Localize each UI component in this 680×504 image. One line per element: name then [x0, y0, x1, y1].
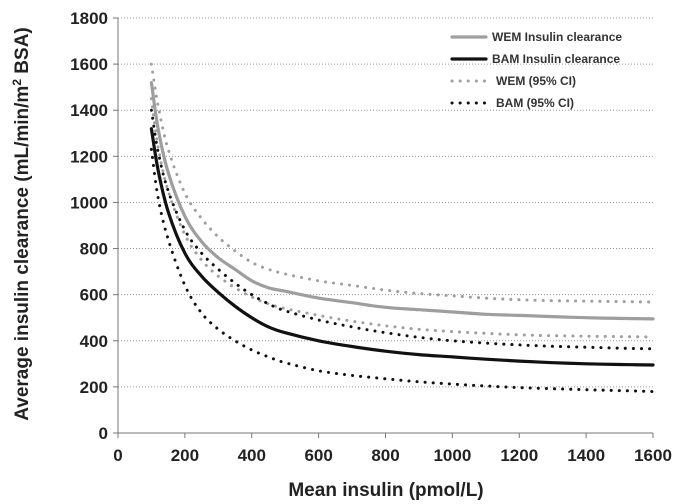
- y-tick-label: 800: [80, 240, 108, 259]
- y-tick-label: 0: [99, 424, 108, 443]
- y-tick-label: 1400: [70, 101, 108, 120]
- y-tick-label: 1600: [70, 55, 108, 74]
- x-tick-label: 1000: [433, 446, 471, 465]
- legend: WEM Insulin clearance BAM Insulin clearan…: [450, 30, 622, 110]
- y-tick-label: 1000: [70, 193, 108, 212]
- legend-label: WEM Insulin clearance: [492, 30, 622, 44]
- wem-ci-upper-line: [149, 62, 655, 304]
- x-tick-label: 1200: [500, 446, 538, 465]
- bam-ci-lower-line: [149, 147, 655, 393]
- wem-clearance-line: [149, 81, 655, 321]
- x-tick-label: 1400: [567, 446, 605, 465]
- y-tick-label: 400: [80, 332, 108, 351]
- y-tick-label: 200: [80, 378, 108, 397]
- y-tick-label: 1800: [70, 9, 108, 28]
- plot-area: [149, 62, 655, 393]
- y-tick-label: 600: [80, 286, 108, 305]
- y-axis-title-main: Average insulin clearance (mL/min/m: [12, 86, 33, 421]
- x-axis-title: Mean insulin (pmol/L): [288, 480, 483, 501]
- y-axis-title-tail: BSA): [12, 27, 33, 79]
- x-tick-label: 400: [238, 446, 266, 465]
- x-tick-label: 0: [113, 446, 122, 465]
- y-axis-title-superscript: 2: [10, 79, 24, 86]
- legend-label: BAM Insulin clearance: [492, 52, 620, 66]
- x-tick-label: 200: [171, 446, 199, 465]
- bam-ci-upper-line: [149, 108, 655, 351]
- legend-label: WEM (95% CI): [496, 74, 576, 88]
- x-tick-label: 800: [371, 446, 399, 465]
- y-tick-label: 1200: [70, 147, 108, 166]
- x-tick-label: 600: [304, 446, 332, 465]
- legend-label: BAM (95% CI): [496, 96, 574, 110]
- x-tick-label: 1600: [634, 446, 672, 465]
- gridlines: [118, 17, 653, 388]
- axes: 0 200 400 600 800 1000 1200 1400 1600 1800 0 200 400…: [70, 9, 672, 465]
- y-axis-title: Average insulin clearance (mL/min/m2 BSA…: [10, 27, 33, 421]
- bam-clearance-line: [149, 127, 655, 367]
